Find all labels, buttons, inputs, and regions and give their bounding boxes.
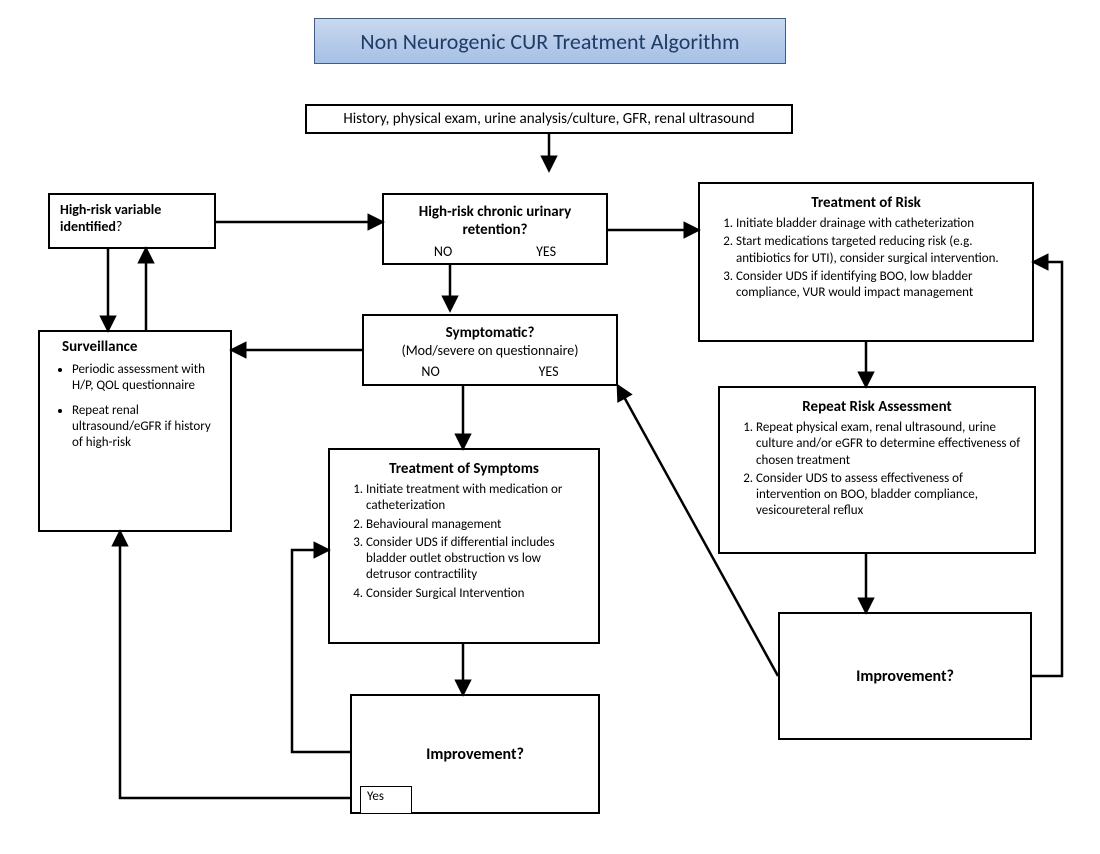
list-item: Repeat renal ultrasound/eGFR if history … — [72, 403, 220, 452]
list-item: Start medications targeted reducing risk… — [736, 234, 1022, 267]
sympt-sub: (Mod/severe on questionnaire) — [372, 342, 608, 359]
highrisk-id-q: ? — [116, 218, 123, 235]
node-history: History, physical exam, urine analysis/c… — [305, 104, 793, 134]
highrisk-q-yes: YES — [536, 243, 556, 260]
treat-symp-list: Initiate treatment with medication or ca… — [340, 482, 588, 602]
node-treatment-of-symptoms: Treatment of Symptoms Initiate treatment… — [328, 448, 600, 644]
list-item: Periodic assessment with H/P, QOL questi… — [72, 362, 220, 395]
improv2-text: Improvement? — [856, 667, 954, 686]
highrisk-id-title: High-risk variable identified — [60, 201, 161, 235]
list-item: Consider UDS to assess effectiveness of … — [756, 471, 1024, 520]
node-treatment-of-risk: Treatment of Risk Initiate bladder drain… — [698, 182, 1034, 342]
repeat-risk-title: Repeat Risk Assessment — [730, 398, 1024, 416]
list-item: Consider UDS if differential includes bl… — [366, 535, 588, 584]
improv1-text: Improvement? — [426, 745, 524, 764]
yes-text: Yes — [367, 789, 384, 804]
surveil-list: Periodic assessment with H/P, QOL questi… — [50, 362, 220, 451]
highrisk-q-title: High-risk chronic urinary retention? — [419, 203, 571, 239]
sympt-yes: YES — [539, 363, 559, 380]
treat-risk-title: Treatment of Risk — [710, 194, 1022, 212]
flowchart-canvas: Non Neurogenic CUR Treatment Algorithm H… — [0, 0, 1100, 854]
node-symptomatic-question: Symptomatic? (Mod/severe on questionnair… — [362, 314, 618, 386]
treat-risk-list: Initiate bladder drainage with catheteri… — [710, 216, 1022, 301]
list-item: Consider Surgical Intervention — [366, 586, 588, 602]
title-banner: Non Neurogenic CUR Treatment Algorithm — [314, 18, 786, 64]
sympt-title: Symptomatic? — [446, 324, 535, 342]
treat-symp-title: Treatment of Symptoms — [340, 460, 588, 478]
history-text: History, physical exam, urine analysis/c… — [343, 110, 754, 128]
list-item: Initiate bladder drainage with catheteri… — [736, 216, 1022, 232]
node-highrisk-question: High-risk chronic urinary retention? NO … — [382, 193, 608, 265]
node-improvement-2: Improvement? — [778, 612, 1032, 740]
list-item: Consider UDS if identifying BOO, low bla… — [736, 269, 1022, 302]
node-repeat-risk-assessment: Repeat Risk Assessment Repeat physical e… — [718, 386, 1036, 554]
node-highrisk-identified: High-risk variable identified? — [48, 193, 216, 249]
node-surveillance: Surveillance Periodic assessment with H/… — [38, 330, 232, 532]
surveil-title: Surveillance — [62, 338, 220, 356]
yes-tag: Yes — [360, 786, 412, 814]
highrisk-q-no: NO — [434, 243, 452, 260]
list-item: Behavioural management — [366, 517, 588, 533]
title-text: Non Neurogenic CUR Treatment Algorithm — [360, 28, 739, 55]
list-item: Initiate treatment with medication or ca… — [366, 482, 588, 515]
sympt-no: NO — [421, 363, 439, 380]
repeat-risk-list: Repeat physical exam, renal ultrasound, … — [730, 420, 1024, 520]
list-item: Repeat physical exam, renal ultrasound, … — [756, 420, 1024, 469]
